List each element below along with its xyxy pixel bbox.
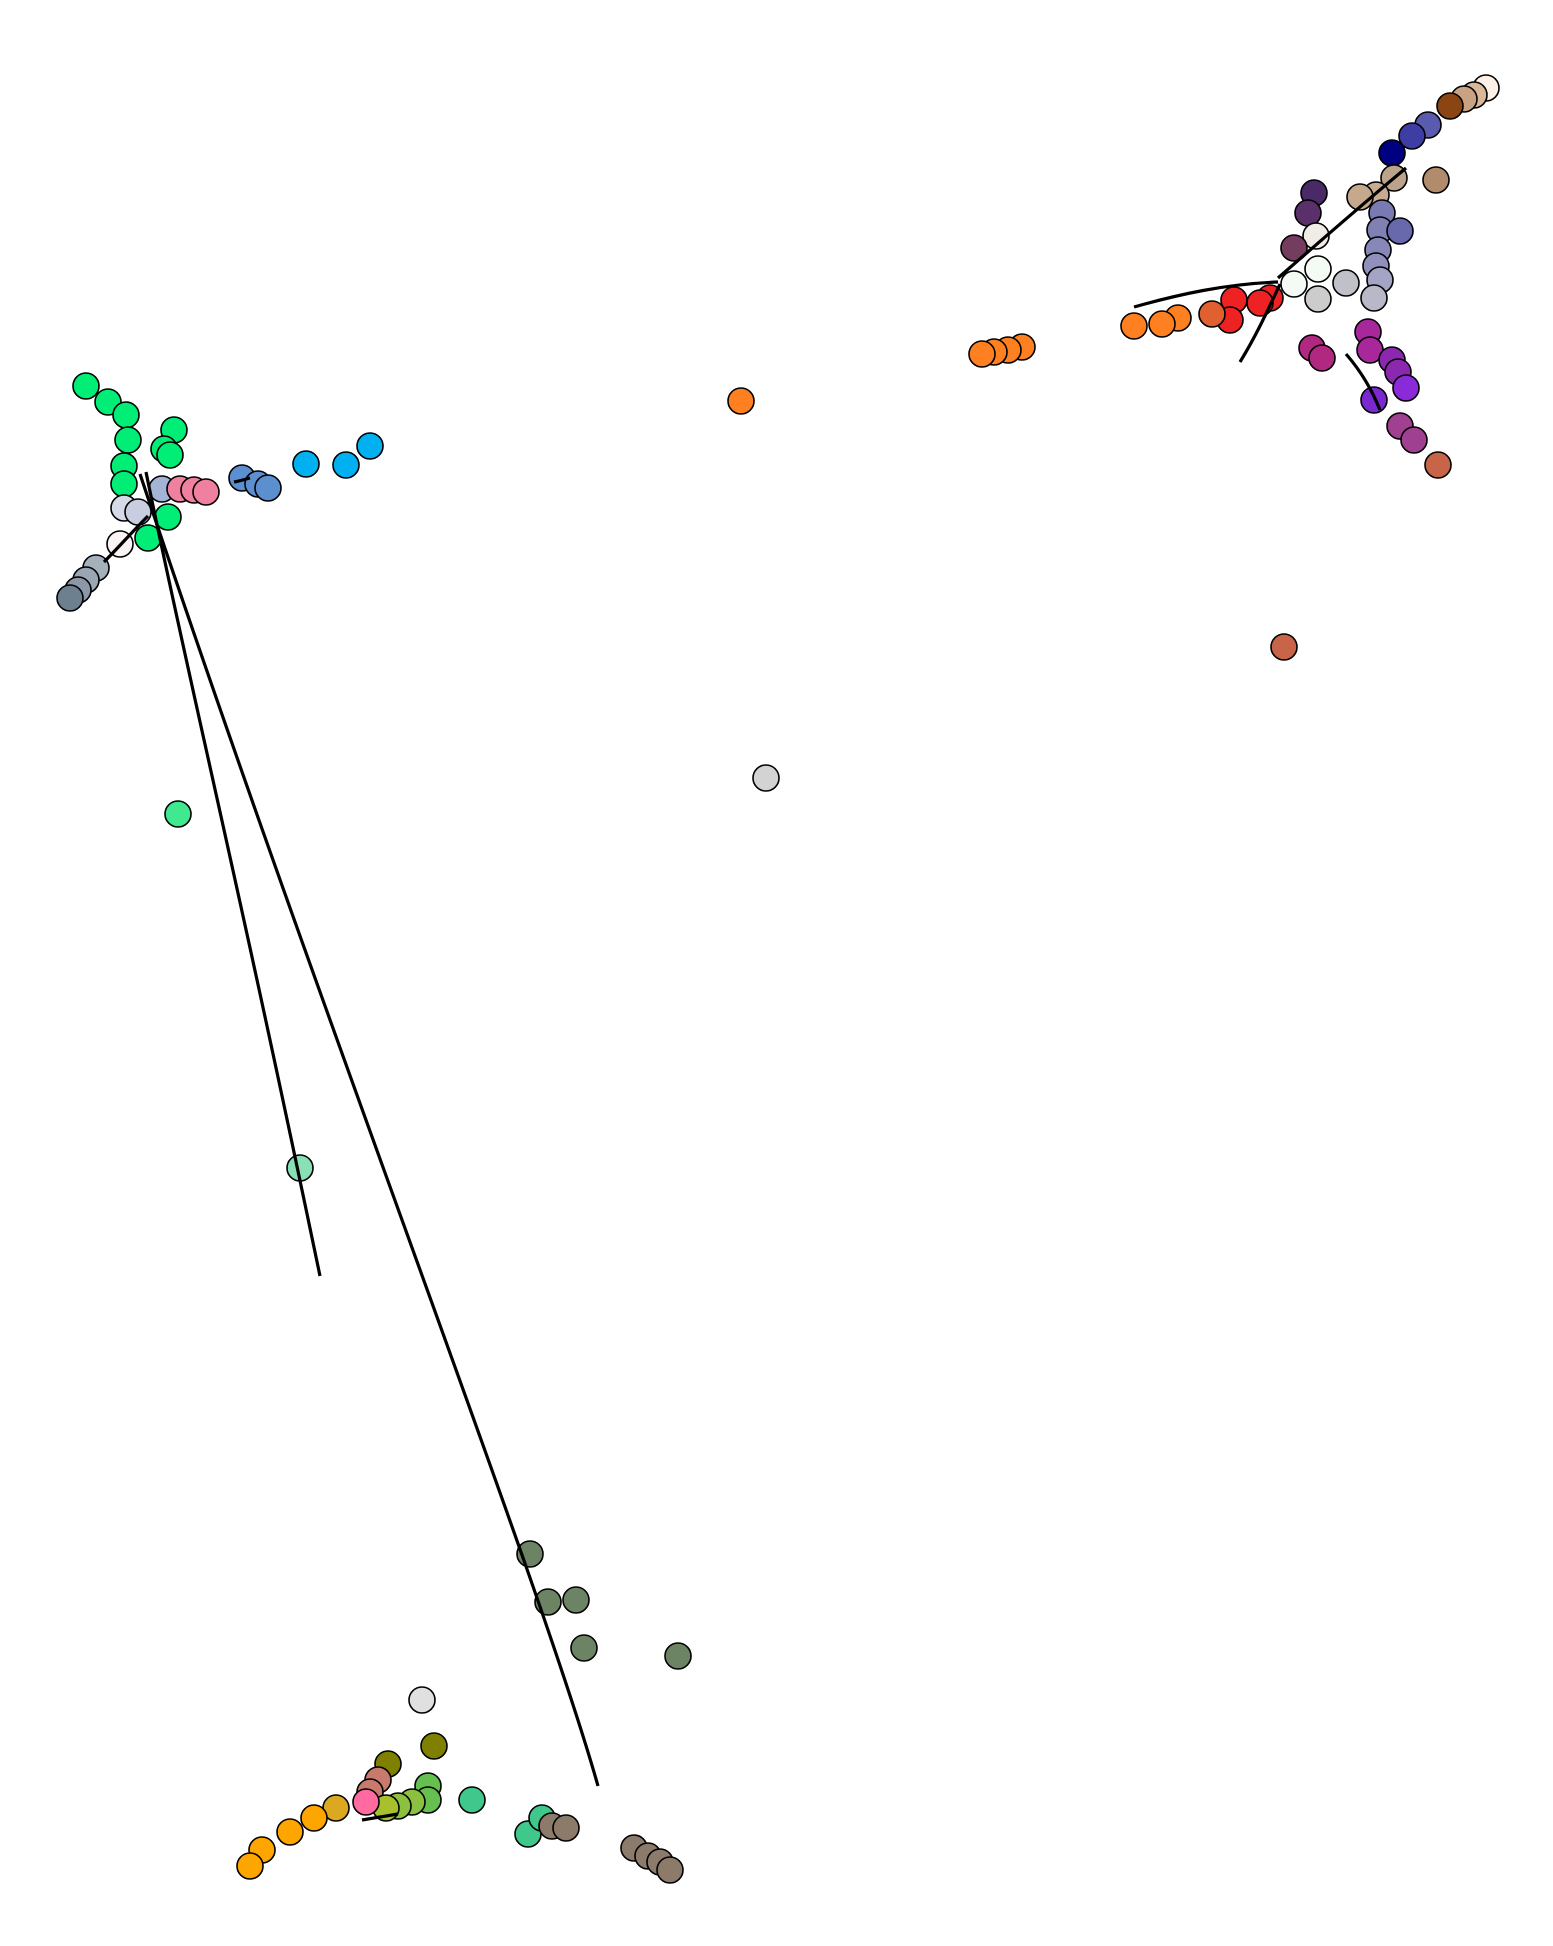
- data-point-80: [164, 800, 192, 828]
- data-point-97: [352, 1788, 380, 1816]
- data-point-14: [1280, 234, 1308, 262]
- data-point-51: [752, 764, 780, 792]
- data-point-69: [254, 474, 282, 502]
- data-point-5: [1398, 122, 1426, 150]
- data-point-19: [1386, 217, 1414, 245]
- data-point-84: [562, 1586, 590, 1614]
- data-point-70: [292, 450, 320, 478]
- data-point-3: [1436, 92, 1464, 120]
- data-point-22: [1332, 269, 1360, 297]
- trajectory-curve-1: [1133, 280, 1279, 309]
- data-point-6: [1378, 139, 1406, 167]
- data-point-57: [110, 470, 138, 498]
- data-point-49: [727, 387, 755, 415]
- data-point-87: [408, 1686, 436, 1714]
- data-point-60: [156, 441, 184, 469]
- data-point-32: [1148, 310, 1176, 338]
- data-point-88: [420, 1732, 448, 1760]
- data-point-79: [56, 584, 84, 612]
- trajectory-curve-7: [233, 476, 251, 484]
- trajectory-curve-5: [144, 471, 322, 1277]
- data-point-102: [236, 1852, 264, 1880]
- data-point-39: [1308, 344, 1336, 372]
- data-point-13: [1302, 222, 1330, 250]
- data-point-25: [1304, 285, 1332, 313]
- data-point-86: [664, 1642, 692, 1670]
- data-point-50: [1270, 633, 1298, 661]
- points-layer: [56, 74, 1500, 1884]
- data-point-55: [114, 426, 142, 454]
- data-point-52: [72, 372, 100, 400]
- data-point-44: [1392, 374, 1420, 402]
- data-point-99: [300, 1804, 328, 1832]
- trajectory-curve-2: [1238, 283, 1282, 363]
- data-point-47: [1400, 426, 1428, 454]
- data-point-54: [112, 401, 140, 429]
- data-point-85: [570, 1634, 598, 1662]
- data-point-23: [1304, 255, 1332, 283]
- data-point-33: [1120, 312, 1148, 340]
- trajectory-curve-8: [361, 1812, 399, 1822]
- data-point-100: [276, 1818, 304, 1846]
- data-point-74: [124, 498, 152, 526]
- data-point-48: [1424, 451, 1452, 479]
- trajectory-layer: [102, 166, 1408, 1822]
- data-point-12: [1294, 199, 1322, 227]
- data-point-107: [552, 1814, 580, 1842]
- data-point-111: [656, 1856, 684, 1884]
- trajectory-curve-4: [102, 514, 150, 564]
- trajectory-curve-6: [138, 473, 600, 1787]
- data-point-72: [356, 432, 384, 460]
- data-point-103: [458, 1786, 486, 1814]
- data-point-8: [1422, 166, 1450, 194]
- data-point-71: [332, 451, 360, 479]
- data-point-24: [1280, 270, 1308, 298]
- data-point-21: [1360, 284, 1388, 312]
- data-point-27: [1246, 289, 1274, 317]
- trajectory-curve-3: [1344, 352, 1382, 411]
- trajectory-curve-0: [1276, 166, 1408, 280]
- data-point-30: [1198, 300, 1226, 328]
- data-point-37: [968, 340, 996, 368]
- data-point-66: [192, 478, 220, 506]
